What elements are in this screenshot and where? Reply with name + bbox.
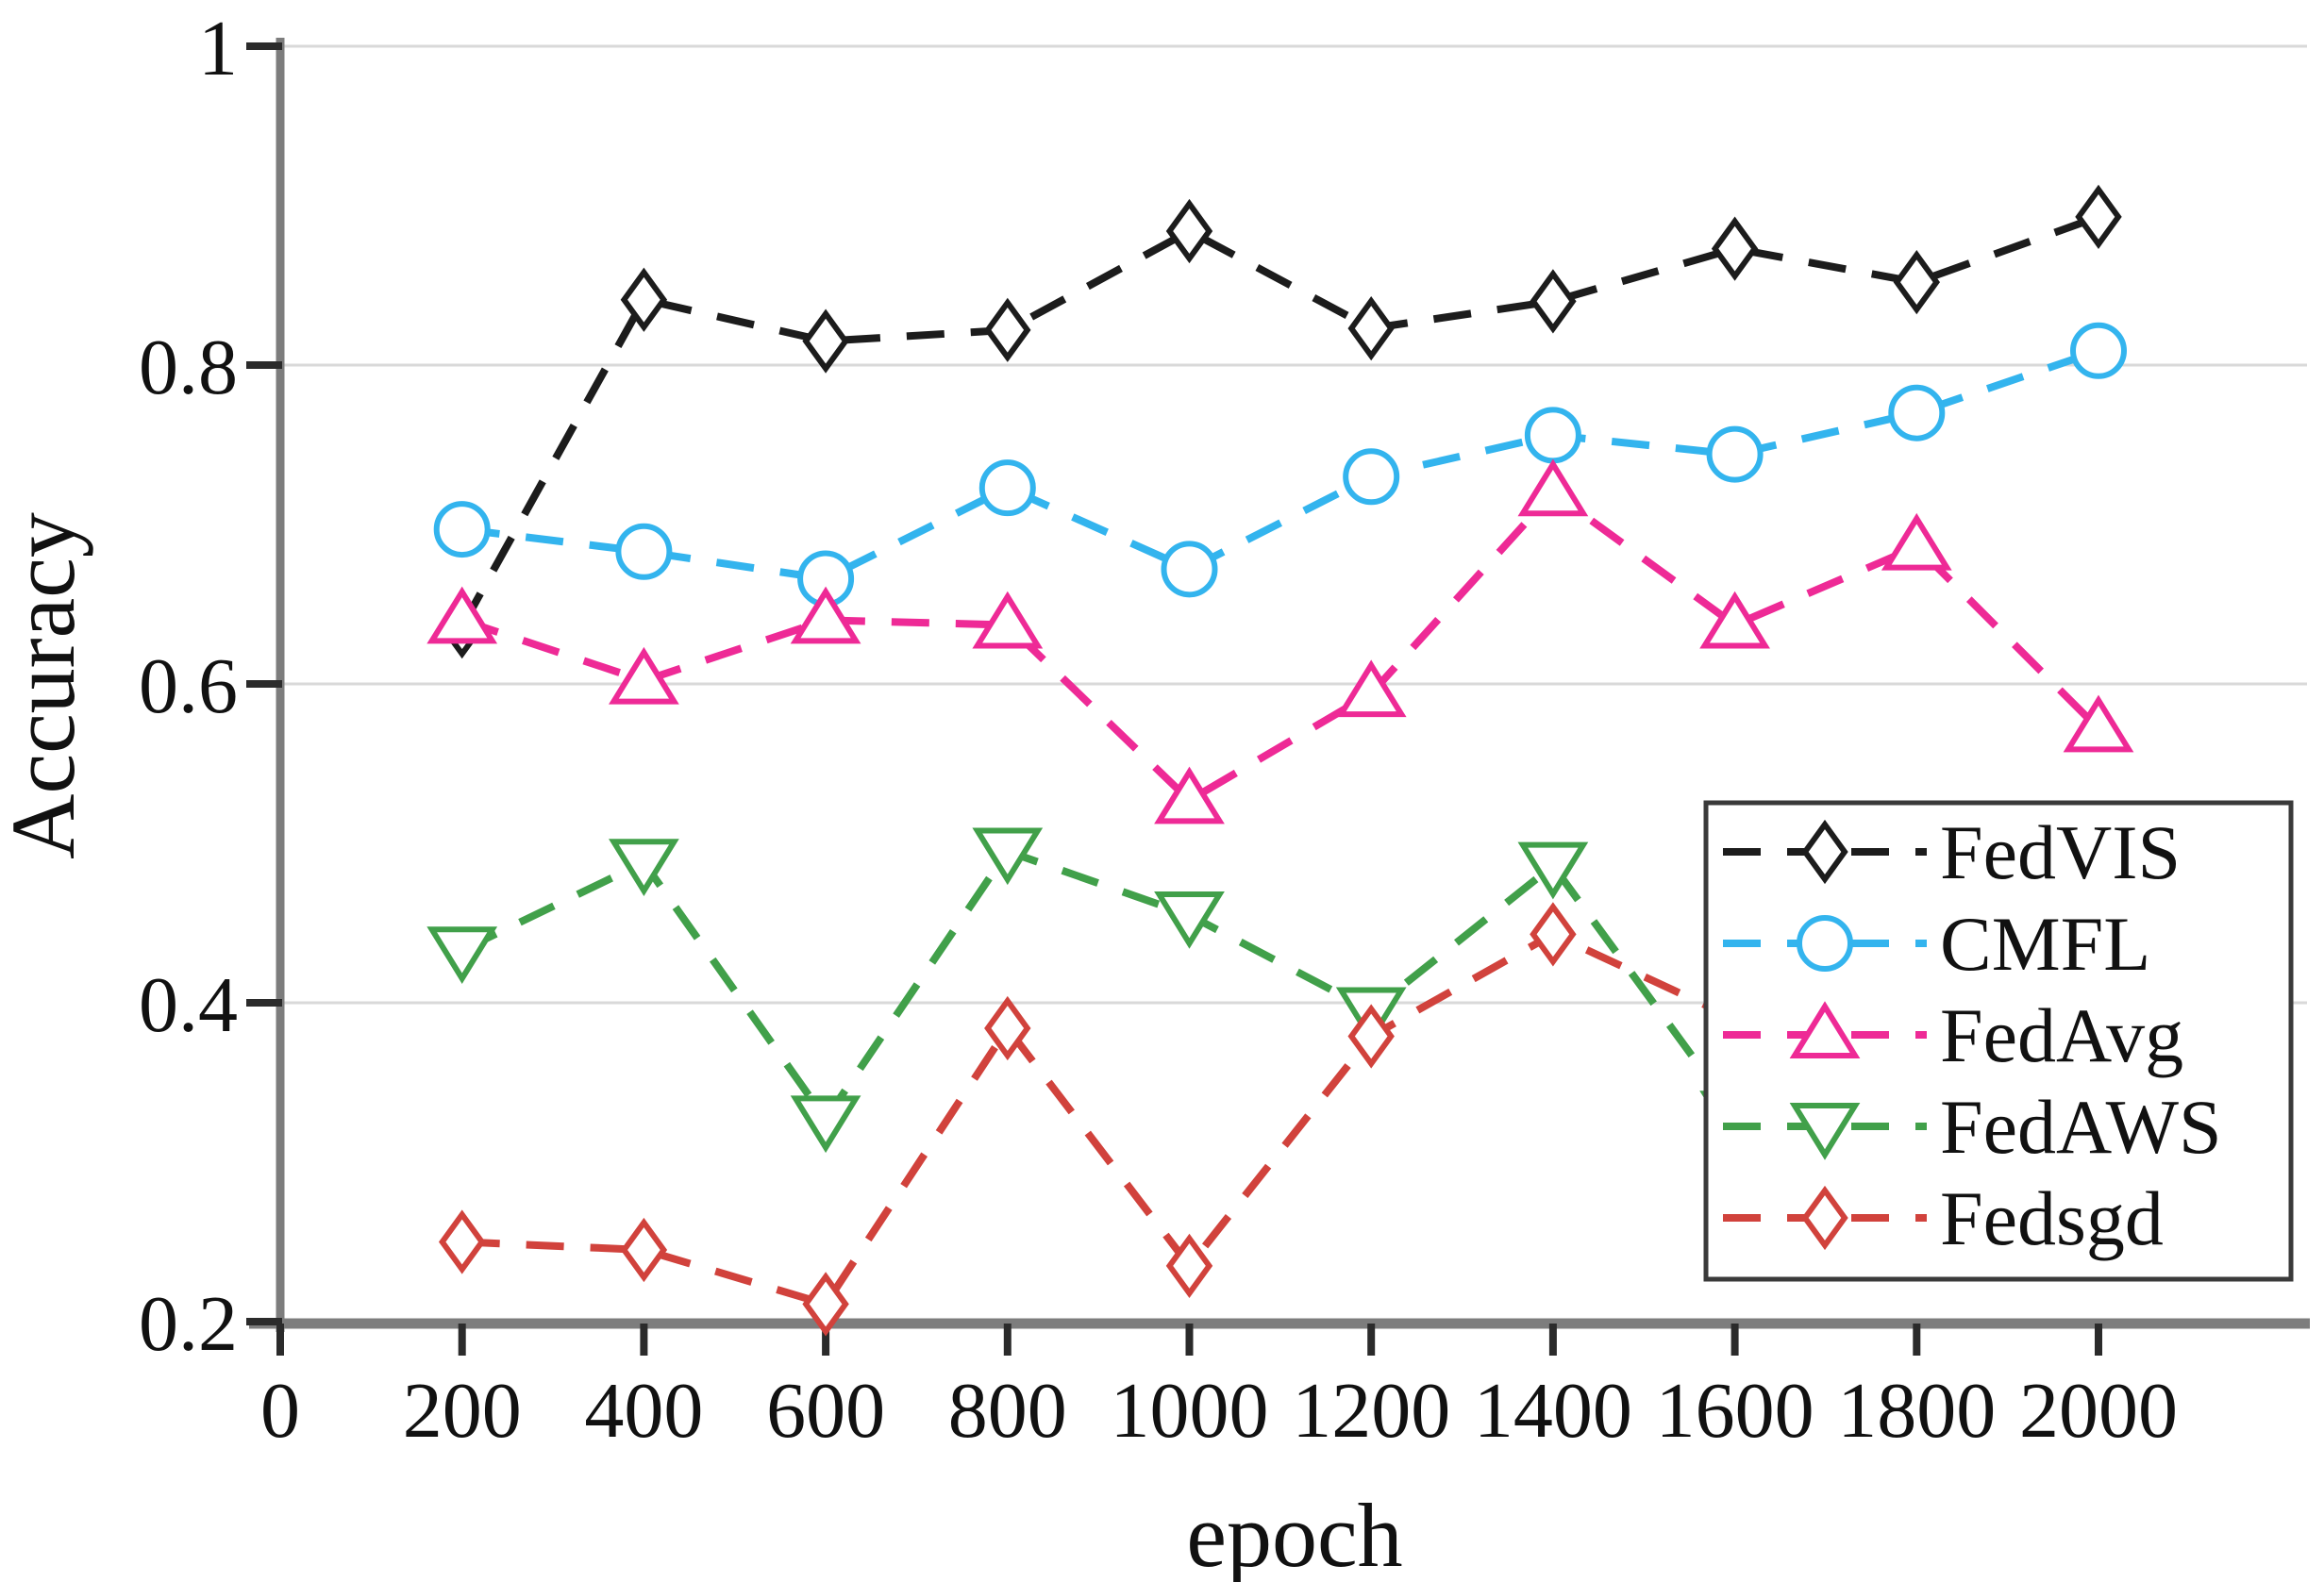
series-FedAWS: [426, 827, 1770, 1154]
x-tick-label-1400: 1400: [1474, 1367, 1632, 1455]
marker-FedVIS-1000: [1165, 198, 1213, 264]
x-tick-label-1200: 1200: [1292, 1367, 1450, 1455]
marker-FedAvg-600: [790, 586, 861, 644]
series-CMFL: [433, 322, 2127, 608]
marker-FedVIS-600: [802, 308, 849, 374]
legend-label-CMFL: CMFL: [1940, 901, 2150, 987]
marker-CMFL-1800: [1888, 384, 1946, 441]
series-line-CMFL: [461, 347, 2100, 583]
series-FedAvg: [426, 458, 2134, 824]
marker-FedVIS-1200: [1347, 296, 1395, 361]
marker-FedVIS-1400: [1530, 269, 1577, 334]
marker-FedVIS-800: [984, 297, 1031, 362]
marker-FedAvg-200: [426, 586, 498, 644]
marker-FedVIS-1800: [1893, 250, 1941, 315]
marker-FedAWS-1400: [1517, 841, 1589, 900]
legend-label-Fedsgd: Fedsgd: [1940, 1175, 2164, 1261]
y-axis-title: Accuracy: [0, 512, 93, 859]
x-tick-label-400: 400: [584, 1367, 703, 1455]
x-tick-label-0: 0: [260, 1367, 300, 1455]
marker-CMFL-2000: [2070, 322, 2127, 379]
legend-item-CMFL: CMFL: [1723, 901, 2150, 987]
x-tick-label-600: 600: [766, 1367, 885, 1455]
marker-FedAvg-1200: [1335, 659, 1407, 718]
marker-CMFL-1600: [1706, 425, 1764, 483]
x-tick-label-2000: 2000: [2019, 1367, 2178, 1455]
marker-CMFL-1400: [1524, 407, 1581, 464]
marker-Fedsgd-800: [984, 995, 1031, 1061]
legend-item-FedAWS: FedAWS: [1723, 1084, 2222, 1170]
legend-item-Fedsgd: Fedsgd: [1723, 1175, 2164, 1261]
x-axis-title: epoch: [1186, 1485, 1402, 1582]
marker-FedAvg-2000: [2063, 694, 2134, 753]
legend-marker-FedVIS: [1801, 819, 1848, 885]
y-tick-label-0.6: 0.6: [139, 642, 238, 730]
marker-FedAvg-1400: [1517, 458, 1589, 517]
legend-marker-Fedsgd: [1801, 1185, 1848, 1251]
marker-FedAWS-400: [609, 839, 679, 897]
x-tick-label-800: 800: [948, 1367, 1067, 1455]
marker-Fedsgd-600: [802, 1272, 849, 1337]
y-tick-label-0.8: 0.8: [139, 324, 238, 411]
series-line-FedAvg: [460, 487, 2101, 806]
y-tick-label-1: 1: [198, 5, 238, 92]
legend-item-FedAvg: FedAvg: [1723, 992, 2183, 1078]
legend-marker-CMFL: [1797, 915, 1853, 972]
y-tick-label-0.2: 0.2: [139, 1280, 238, 1368]
marker-CMFL-1200: [1343, 448, 1400, 506]
marker-FedAvg-1000: [1154, 766, 1225, 824]
marker-FedAvg-400: [609, 646, 679, 705]
marker-FedVIS-2000: [2075, 184, 2122, 249]
series-line-FedAWS: [460, 846, 1738, 1126]
marker-CMFL-200: [433, 501, 491, 558]
legend-item-FedVIS: FedVIS: [1723, 809, 2181, 895]
series-line-Fedsgd: [461, 929, 1737, 1309]
marker-Fedsgd-1000: [1165, 1233, 1213, 1298]
legend-label-FedAvg: FedAvg: [1940, 992, 2183, 1078]
marker-FedVIS-400: [620, 267, 668, 332]
legend-label-FedAWS: FedAWS: [1940, 1084, 2222, 1170]
series-Fedsgd: [438, 902, 1759, 1337]
marker-CMFL-400: [615, 523, 673, 580]
x-tick-label-200: 200: [403, 1367, 522, 1455]
marker-Fedsgd-1200: [1347, 1004, 1395, 1069]
legend-marker-FedAWS: [1789, 1103, 1861, 1160]
legend-marker-FedAvg: [1789, 1001, 1861, 1058]
x-tick-label-1600: 1600: [1656, 1367, 1814, 1455]
marker-FedAWS-800: [972, 827, 1044, 886]
y-tick-label-0.4: 0.4: [139, 961, 238, 1049]
marker-CMFL-800: [978, 459, 1036, 517]
marker-Fedsgd-1400: [1530, 902, 1577, 967]
marker-FedAvg-1600: [1699, 591, 1770, 649]
x-tick-label-1800: 1800: [1837, 1367, 1996, 1455]
marker-FedVIS-1600: [1711, 216, 1759, 281]
marker-FedAvg-800: [972, 591, 1044, 649]
marker-FedAWS-600: [790, 1095, 861, 1154]
legend-label-FedVIS: FedVIS: [1940, 809, 2181, 895]
marker-FedAWS-200: [426, 926, 498, 984]
x-tick-label-1000: 1000: [1111, 1367, 1269, 1455]
series-line-FedVIS: [459, 213, 2100, 629]
marker-Fedsgd-200: [438, 1209, 486, 1274]
marker-FedAvg-1800: [1881, 512, 1952, 571]
marker-CMFL-1000: [1161, 541, 1218, 598]
marker-Fedsgd-400: [620, 1217, 668, 1283]
marker-FedAWS-1000: [1154, 891, 1225, 949]
